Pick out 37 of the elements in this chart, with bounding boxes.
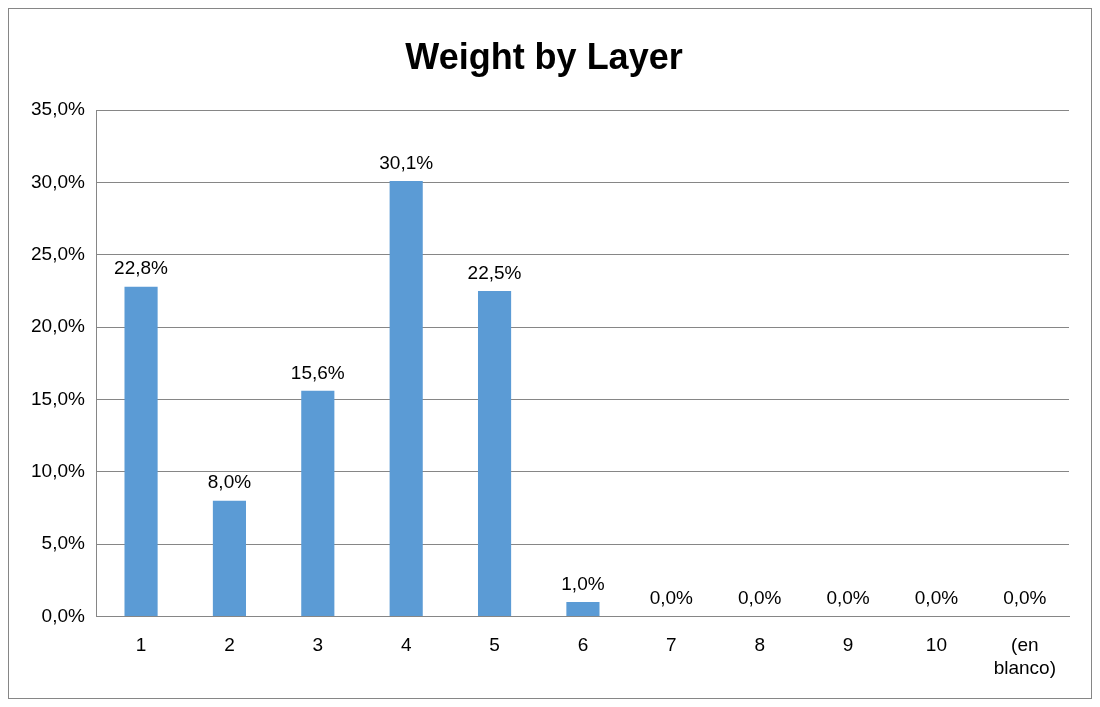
bar xyxy=(566,601,600,616)
x-tick-label: 2 xyxy=(224,634,235,656)
x-tick-label: 5 xyxy=(489,634,500,656)
data-label: 30,1% xyxy=(379,151,434,173)
x-tick-label: 10 xyxy=(925,634,948,656)
data-label: 0,0% xyxy=(738,587,782,609)
y-tick-label: 35,0% xyxy=(31,98,85,120)
bar xyxy=(477,290,512,616)
bar xyxy=(212,500,247,616)
x-tick-label: 6 xyxy=(577,634,589,656)
y-tick-label: 15,0% xyxy=(31,387,85,409)
bar xyxy=(301,390,335,616)
data-label: 0,0% xyxy=(914,587,959,609)
y-tick-label: 5,0% xyxy=(41,532,85,554)
chart-title: Weight by Layer xyxy=(405,35,683,77)
y-tick-label: 30,0% xyxy=(31,170,85,192)
x-tick-label: (en blanco) xyxy=(993,634,1056,678)
x-tick-label: 8 xyxy=(754,634,765,656)
data-label: 0,0% xyxy=(826,587,870,609)
y-tick-label: 10,0% xyxy=(31,460,85,482)
bar xyxy=(124,286,158,616)
x-tick-label: 4 xyxy=(400,634,412,656)
y-tick-label: 20,0% xyxy=(31,315,85,337)
x-tick-label: 3 xyxy=(312,634,324,656)
data-label: 8,0% xyxy=(207,471,252,493)
bar xyxy=(389,181,423,616)
data-label: 15,6% xyxy=(290,361,345,383)
data-label: 22,8% xyxy=(114,257,169,279)
data-label: 1,0% xyxy=(561,572,605,594)
data-label: 22,5% xyxy=(467,261,522,283)
data-label: 0,0% xyxy=(649,587,694,609)
x-tick-label: 7 xyxy=(666,634,677,656)
y-tick-label: 0,0% xyxy=(41,604,85,626)
x-tick-label: 9 xyxy=(842,634,854,656)
x-tick-label: 1 xyxy=(135,634,147,656)
y-tick-label: 25,0% xyxy=(31,243,85,265)
data-label: 0,0% xyxy=(1003,587,1047,609)
